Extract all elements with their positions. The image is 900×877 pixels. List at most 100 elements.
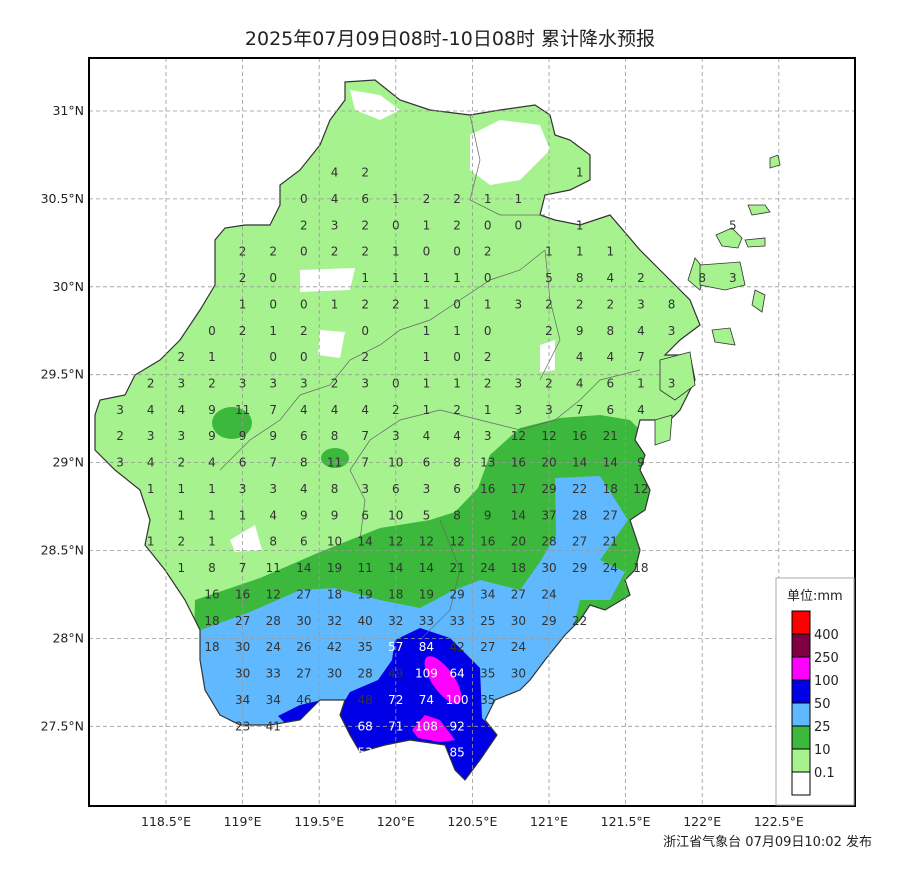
station-value: 0: [453, 350, 461, 364]
station-value: 14: [358, 535, 373, 549]
station-value: 1: [147, 535, 155, 549]
station-value: 34: [480, 587, 495, 601]
station-value: 64: [449, 667, 464, 681]
station-value: 2: [423, 192, 431, 206]
station-value: 33: [449, 614, 464, 628]
station-value: 68: [358, 719, 373, 733]
station-value: 27: [235, 614, 250, 628]
station-value: 1: [423, 297, 431, 311]
station-value: 1: [331, 297, 339, 311]
station-value: 10: [388, 456, 403, 470]
station-value: 29: [572, 561, 587, 575]
station-value: 6: [453, 482, 461, 496]
legend-swatch: [791, 725, 811, 750]
station-value: 8: [269, 535, 277, 549]
station-value: 3: [269, 482, 277, 496]
station-value: 1: [423, 403, 431, 417]
station-value: 1: [239, 508, 247, 522]
lat-tick-label: 28°N: [52, 630, 84, 645]
station-value: 0: [269, 350, 277, 364]
station-value: 21: [603, 429, 618, 443]
station-value: 1: [484, 403, 492, 417]
station-value: 8: [668, 297, 676, 311]
station-value: 18: [388, 587, 403, 601]
station-value: 30: [296, 614, 311, 628]
station-value: 18: [204, 614, 219, 628]
station-value: 14: [572, 456, 587, 470]
station-value: 28: [266, 614, 281, 628]
station-value: 7: [269, 456, 277, 470]
station-value: 2: [637, 271, 645, 285]
station-value: 40: [358, 614, 373, 628]
station-value: 2: [361, 350, 369, 364]
station-value: 2: [300, 218, 308, 232]
lat-tick-label: 29.5°N: [41, 367, 84, 382]
station-value: 41: [266, 719, 281, 733]
station-value: 71: [388, 719, 403, 733]
station-value: 0: [269, 297, 277, 311]
station-value: 42: [449, 640, 464, 654]
station-value: 18: [603, 482, 618, 496]
legend-box: [775, 577, 855, 806]
station-value: 29: [541, 482, 556, 496]
station-value: 27: [603, 508, 618, 522]
station-value: 3: [545, 403, 553, 417]
station-value: 3: [239, 482, 247, 496]
station-value: 21: [603, 535, 618, 549]
station-value: 34: [235, 693, 250, 707]
legend-label: 250: [814, 651, 839, 666]
station-value: 16: [480, 482, 495, 496]
station-value: 7: [239, 561, 247, 575]
station-value: 35: [480, 693, 495, 707]
station-value: 4: [208, 456, 216, 470]
lat-tick-label: 28.5°N: [41, 543, 84, 558]
lon-tick-label: 120.5°E: [447, 814, 497, 829]
station-value: 3: [515, 297, 523, 311]
station-value: 3: [147, 429, 155, 443]
station-value: 16: [480, 535, 495, 549]
station-value: 3: [116, 456, 124, 470]
station-value: 0: [361, 324, 369, 338]
station-value: 6: [606, 403, 614, 417]
station-value: 6: [606, 376, 614, 390]
station-value: 14: [388, 561, 403, 575]
station-value: 2: [239, 271, 247, 285]
lat-tick-label: 30.5°N: [41, 191, 84, 206]
lat-tick-label: 29°N: [52, 455, 84, 470]
station-value: 2: [484, 376, 492, 390]
station-value: 3: [392, 429, 400, 443]
station-value: 57: [388, 640, 403, 654]
station-value: 108: [415, 719, 438, 733]
station-value: 19: [327, 561, 342, 575]
station-value: 0: [269, 271, 277, 285]
station-value: 24: [511, 640, 526, 654]
station-value: 4: [453, 429, 461, 443]
station-value: 19: [358, 587, 373, 601]
station-value: 1: [453, 376, 461, 390]
station-value: 1: [269, 324, 277, 338]
station-value: 2: [147, 376, 155, 390]
station-value: 9: [637, 456, 645, 470]
station-value: 12: [449, 535, 464, 549]
station-value: 9: [484, 508, 492, 522]
station-value: 8: [698, 271, 706, 285]
zone-magenta: [412, 715, 455, 742]
station-value: 4: [606, 350, 614, 364]
station-value: 1: [208, 508, 216, 522]
lon-tick-label: 122.5°E: [754, 814, 804, 829]
station-value: 9: [331, 508, 339, 522]
station-value: 4: [606, 271, 614, 285]
station-value: 12: [511, 429, 526, 443]
station-value: 2: [453, 218, 461, 232]
station-value: 2: [361, 166, 369, 180]
station-value: 53: [358, 746, 373, 760]
lon-tick-label: 121°E: [530, 814, 568, 829]
station-value: 30: [327, 667, 342, 681]
station-value: 12: [633, 482, 648, 496]
station-value: 9: [300, 508, 308, 522]
station-value: 4: [637, 403, 645, 417]
station-value: 1: [423, 324, 431, 338]
station-value: 9: [576, 324, 584, 338]
station-value: 5: [545, 271, 553, 285]
station-value: 4: [300, 403, 308, 417]
